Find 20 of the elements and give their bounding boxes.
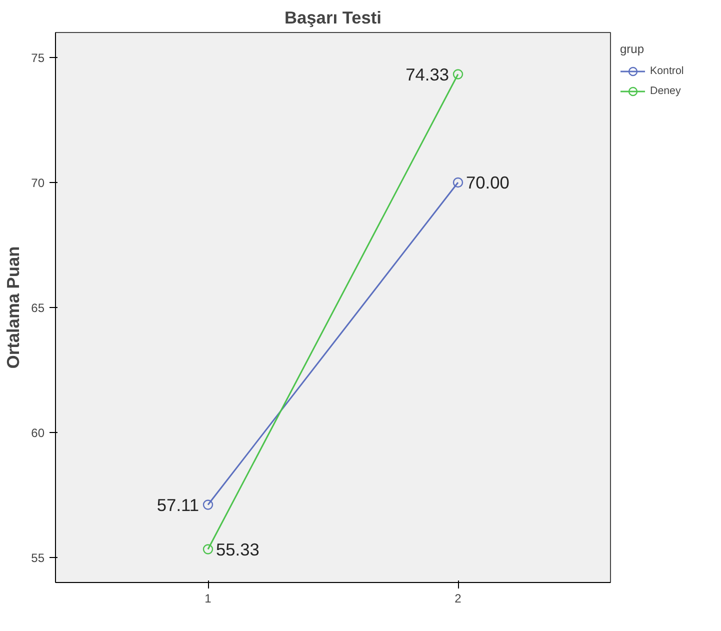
x-tick-label: 2 <box>454 592 462 606</box>
point <box>202 544 214 554</box>
y-tick-label: 65 <box>31 301 45 315</box>
y-tick-label: 60 <box>31 426 45 440</box>
data-label: 55.33 <box>216 539 260 560</box>
data-label: 57.11 <box>156 494 199 515</box>
data-label: 70.00 <box>466 172 510 192</box>
y-tick-label: 70 <box>31 176 45 190</box>
y-tick-label: 55 <box>31 551 45 565</box>
point <box>452 177 464 188</box>
y-tick-label: 75 <box>31 51 45 65</box>
legend-label: Kontrol <box>650 65 684 77</box>
legend-title: grup <box>620 42 646 56</box>
point <box>202 500 214 510</box>
point <box>452 69 464 80</box>
x-tick-label: 1 <box>204 592 212 606</box>
chart-title: Başarı Testi <box>284 8 382 28</box>
y-axis-title: Ortalama Puan <box>3 246 24 369</box>
data-label: 74.33 <box>406 64 450 84</box>
legend-label: Deney <box>650 85 681 97</box>
